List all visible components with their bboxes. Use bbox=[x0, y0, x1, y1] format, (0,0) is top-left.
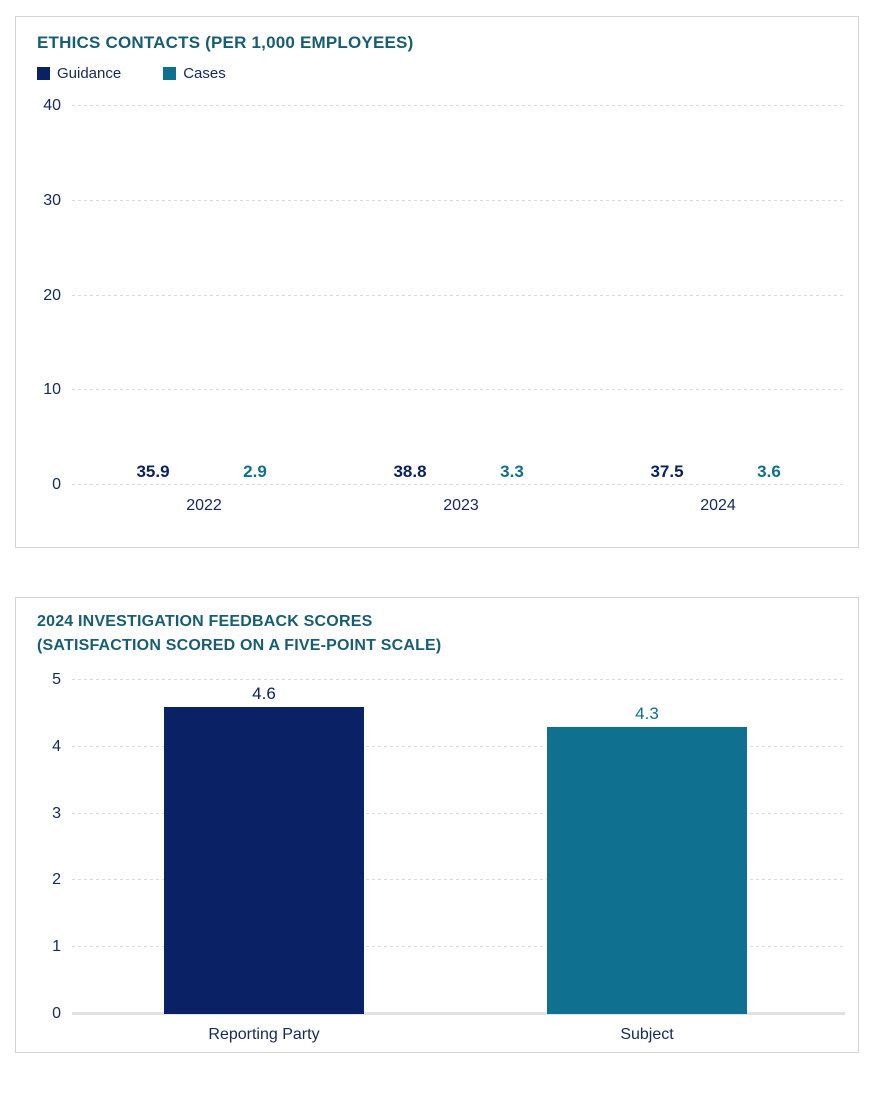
y-tick-10: 10 bbox=[43, 381, 61, 399]
gridline-10 bbox=[72, 389, 845, 391]
guidance-swatch-icon bbox=[37, 67, 50, 80]
gridline-30 bbox=[72, 199, 845, 201]
feedback-chart-title: 2024 INVESTIGATION FEEDBACK SCORES bbox=[37, 613, 373, 630]
y2-tick-5: 5 bbox=[52, 671, 61, 688]
y2-tick-1: 1 bbox=[52, 938, 61, 956]
cases-value-2023: 3.3 bbox=[500, 462, 524, 481]
reporting-party-value: 4.6 bbox=[252, 683, 276, 703]
gridline2-1 bbox=[72, 946, 845, 948]
guidance-value-2024: 37.5 bbox=[650, 462, 684, 481]
plot-area: 35.9 2.9 38.8 3.3 bbox=[72, 105, 845, 485]
cases-legend-label: Cases bbox=[183, 65, 226, 82]
ethics-contacts-chart-panel: ETHICS CONTACTS (PER 1,000 EMPLOYEES) Gu… bbox=[15, 16, 859, 548]
y2-tick-4: 4 bbox=[52, 737, 61, 755]
report-page: ETHICS CONTACTS (PER 1,000 EMPLOYEES) Gu… bbox=[0, 16, 872, 1053]
chart-legend: Guidance Cases bbox=[16, 55, 858, 82]
plot-area-2: 4.6 4.3 bbox=[72, 679, 845, 1015]
x-axis-2: Reporting Party Subject bbox=[72, 1026, 845, 1044]
guidance-value-2022: 35.9 bbox=[136, 462, 170, 481]
gridline-40 bbox=[72, 105, 845, 106]
ethics-contacts-chart-title: ETHICS CONTACTS (PER 1,000 EMPLOYEES) bbox=[37, 33, 414, 52]
legend-item-guidance: Guidance bbox=[37, 65, 121, 82]
subject-value: 4.3 bbox=[635, 703, 659, 723]
bars-row-2: 4.6 4.3 bbox=[72, 680, 845, 1014]
y-axis-2: 5 4 3 2 1 0 bbox=[16, 672, 72, 1022]
x-label-subject: Subject bbox=[620, 1026, 674, 1043]
y-tick-40: 40 bbox=[43, 97, 61, 114]
x-axis: 2022 2023 2024 bbox=[72, 497, 845, 515]
gridline2-3 bbox=[72, 812, 845, 814]
feedback-chart-body: 5 4 3 2 1 0 4.6 4.3 bbox=[16, 672, 858, 1022]
x-label-2023: 2023 bbox=[443, 497, 479, 514]
feedback-chart-subtitle: (SATISFACTION SCORED ON A FIVE-POINT SCA… bbox=[37, 637, 442, 654]
legend-item-cases: Cases bbox=[163, 65, 226, 82]
gridline2-5 bbox=[72, 679, 845, 680]
x-label-2024: 2024 bbox=[700, 497, 736, 514]
ethics-chart-body: 40 30 20 10 0 35.9 2 bbox=[16, 98, 858, 493]
subject-bar: 4.3 bbox=[547, 705, 747, 1014]
bars-row: 35.9 2.9 38.8 3.3 bbox=[72, 106, 845, 485]
cases-swatch-icon bbox=[163, 67, 177, 80]
gridline-20 bbox=[72, 294, 845, 296]
y-tick-0: 0 bbox=[52, 476, 61, 493]
y2-tick-2: 2 bbox=[52, 871, 61, 889]
gridline2-2 bbox=[72, 879, 845, 881]
reporting-party-bar: 4.6 bbox=[164, 685, 364, 1014]
y-axis: 40 30 20 10 0 bbox=[16, 98, 72, 493]
cases-value-2022: 2.9 bbox=[243, 462, 267, 481]
y-tick-20: 20 bbox=[43, 286, 61, 304]
gridline2-4 bbox=[72, 745, 845, 747]
zero-baseline bbox=[72, 1012, 845, 1015]
cases-value-2024: 3.6 bbox=[757, 462, 781, 481]
x-label-reporting-party: Reporting Party bbox=[208, 1026, 320, 1043]
gridline-0 bbox=[72, 484, 845, 485]
y2-tick-3: 3 bbox=[52, 804, 61, 822]
feedback-title-block: 2024 INVESTIGATION FEEDBACK SCORES (SATI… bbox=[16, 598, 858, 658]
y-tick-30: 30 bbox=[43, 191, 61, 209]
feedback-scores-chart-panel: 2024 INVESTIGATION FEEDBACK SCORES (SATI… bbox=[15, 597, 859, 1053]
guidance-value-2023: 38.8 bbox=[393, 462, 427, 481]
x-label-2022: 2022 bbox=[186, 497, 222, 514]
guidance-legend-label: Guidance bbox=[57, 65, 122, 82]
y2-tick-0: 0 bbox=[52, 1005, 61, 1022]
